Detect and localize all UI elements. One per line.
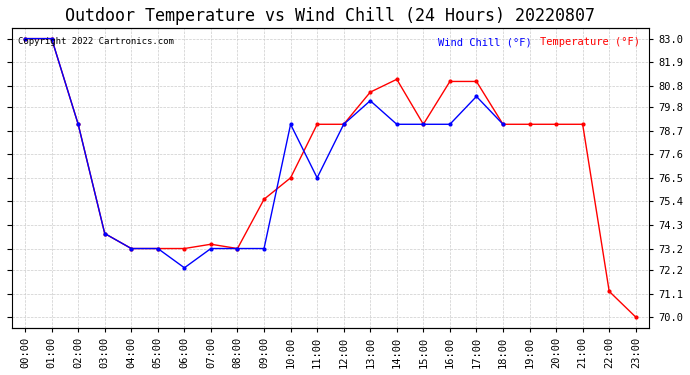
- Legend: Wind Chill (°F), Temperature (°F): Wind Chill (°F), Temperature (°F): [433, 33, 644, 51]
- Title: Outdoor Temperature vs Wind Chill (24 Hours) 20220807: Outdoor Temperature vs Wind Chill (24 Ho…: [66, 7, 595, 25]
- Text: Copyright 2022 Cartronics.com: Copyright 2022 Cartronics.com: [18, 37, 174, 46]
